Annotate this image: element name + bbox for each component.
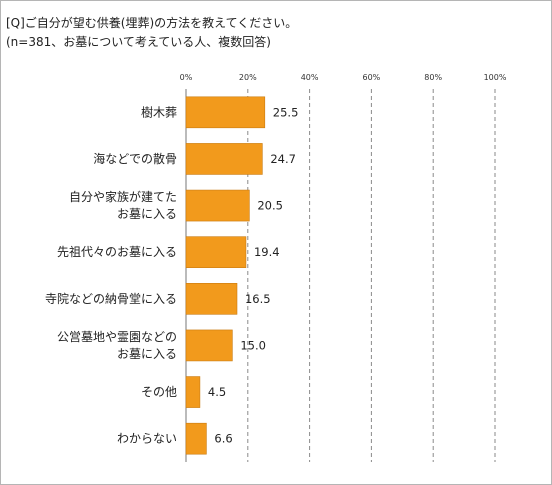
category-label: お墓に入る bbox=[117, 347, 177, 361]
x-tick-label: 40% bbox=[301, 73, 319, 82]
value-label: 19.4 bbox=[254, 245, 280, 259]
category-label: 先祖代々のお墓に入る bbox=[57, 244, 177, 259]
value-label: 15.0 bbox=[240, 338, 266, 352]
value-label: 20.5 bbox=[257, 199, 283, 213]
category-label: 寺院などの納骨堂に入る bbox=[45, 292, 177, 306]
bar bbox=[185, 329, 233, 362]
value-label: 25.5 bbox=[273, 105, 299, 119]
x-tick-label: 60% bbox=[363, 73, 381, 82]
value-labels: 25.5 24.7 20.5 19.4 16.5 15.0 4.5 6.6 bbox=[208, 105, 298, 445]
category-label: 海などでの散骨 bbox=[93, 151, 177, 166]
bar bbox=[185, 189, 250, 222]
bar bbox=[185, 376, 201, 408]
x-tick-label: 100% bbox=[484, 73, 507, 82]
value-label: 24.7 bbox=[270, 152, 296, 166]
chart-title: [Q]ご自分が望む供養(埋葬)の方法を教えてください。 bbox=[6, 16, 298, 30]
value-label: 16.5 bbox=[245, 292, 271, 306]
category-label: 樹木葬 bbox=[141, 105, 177, 119]
category-label: 自分や家族が建てた bbox=[69, 189, 177, 204]
x-tick-label: 80% bbox=[424, 73, 442, 82]
x-tick-label: 0% bbox=[180, 73, 193, 82]
category-label: わからない bbox=[117, 432, 177, 446]
value-label: 4.5 bbox=[208, 385, 226, 399]
x-tick-labels: 0% 20% 40% 60% 80% 100% bbox=[180, 73, 507, 82]
category-label: 公営墓地や霊園などの bbox=[57, 330, 177, 344]
chart-subtitle: (n=381、お墓について考えている人、複数回答) bbox=[6, 35, 271, 49]
x-tick-label: 20% bbox=[239, 73, 257, 82]
bar bbox=[185, 236, 247, 268]
bar bbox=[185, 422, 207, 455]
category-label: お墓に入る bbox=[117, 207, 177, 221]
bars bbox=[185, 96, 266, 455]
bar bbox=[185, 143, 263, 175]
category-label: その他 bbox=[141, 385, 177, 399]
category-labels: 樹木葬海などでの散骨自分や家族が建てたお墓に入る先祖代々のお墓に入る寺院などの納… bbox=[45, 105, 177, 445]
bar bbox=[185, 283, 238, 315]
bar bbox=[185, 96, 266, 129]
value-label: 6.6 bbox=[214, 432, 232, 446]
